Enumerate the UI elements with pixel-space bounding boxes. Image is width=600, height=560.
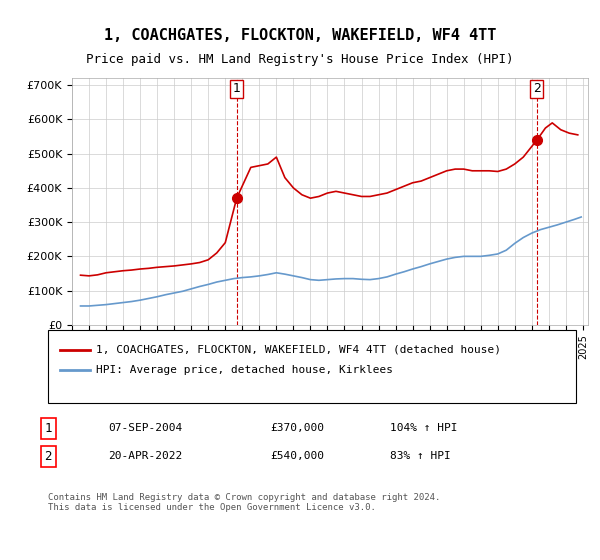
Text: 07-SEP-2004: 07-SEP-2004: [108, 423, 182, 433]
Text: 1, COACHGATES, FLOCKTON, WAKEFIELD, WF4 4TT (detached house): 1, COACHGATES, FLOCKTON, WAKEFIELD, WF4 …: [96, 345, 501, 355]
Text: 20-APR-2022: 20-APR-2022: [108, 451, 182, 461]
Text: HPI: Average price, detached house, Kirklees: HPI: Average price, detached house, Kirk…: [96, 365, 393, 375]
Text: 1, COACHGATES, FLOCKTON, WAKEFIELD, WF4 4TT: 1, COACHGATES, FLOCKTON, WAKEFIELD, WF4 …: [104, 28, 496, 43]
Text: 104% ↑ HPI: 104% ↑ HPI: [390, 423, 458, 433]
Text: 2: 2: [533, 82, 541, 95]
Text: 1: 1: [233, 82, 241, 95]
Text: £370,000: £370,000: [270, 423, 324, 433]
Text: Price paid vs. HM Land Registry's House Price Index (HPI): Price paid vs. HM Land Registry's House …: [86, 53, 514, 66]
Text: 2: 2: [44, 450, 52, 463]
Text: £540,000: £540,000: [270, 451, 324, 461]
Text: Contains HM Land Registry data © Crown copyright and database right 2024.
This d: Contains HM Land Registry data © Crown c…: [48, 493, 440, 512]
Text: 1: 1: [44, 422, 52, 435]
Text: 83% ↑ HPI: 83% ↑ HPI: [390, 451, 451, 461]
